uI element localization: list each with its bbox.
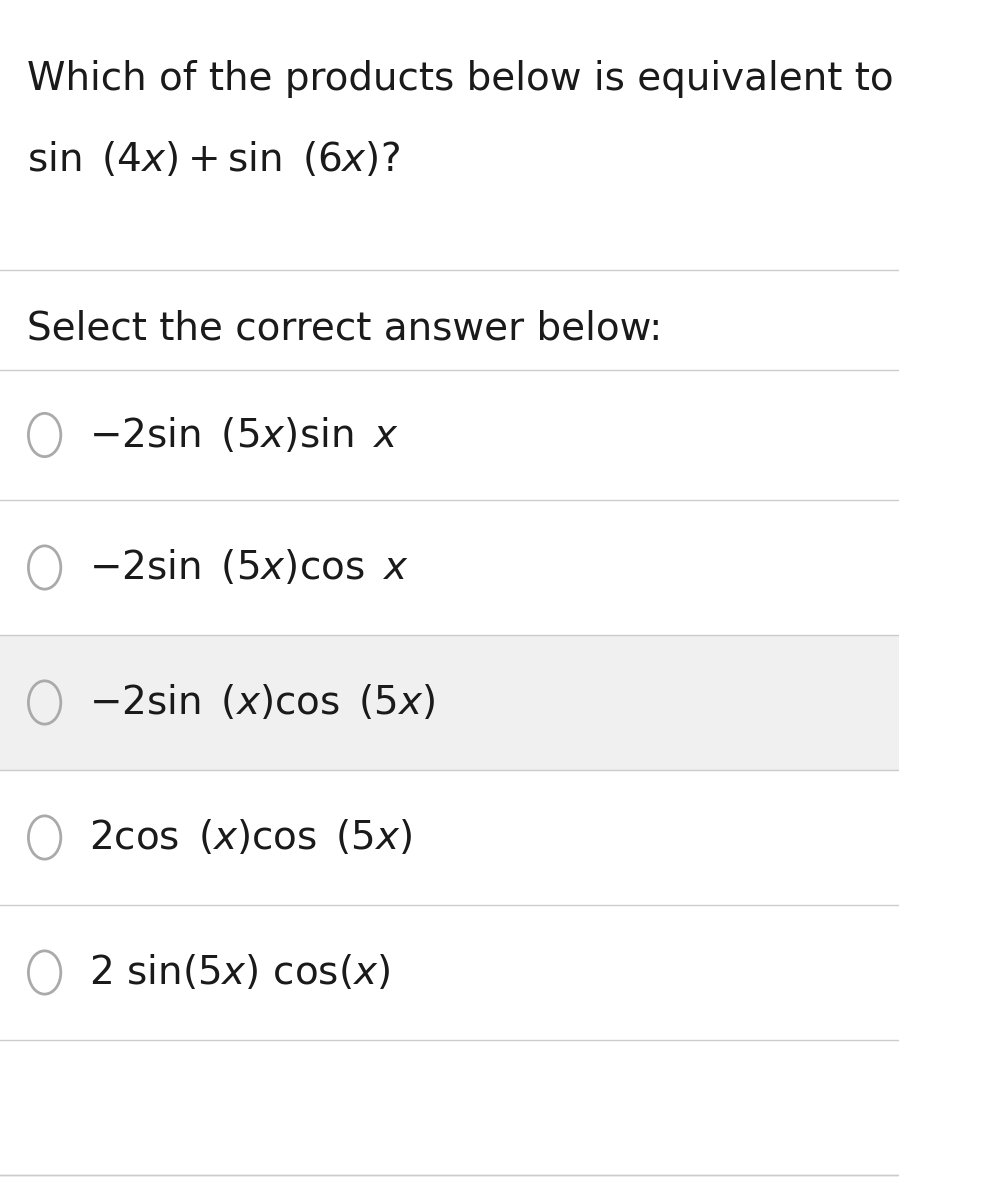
Text: $2\cos\ (x)\cos\ (5x)$: $2\cos\ (x)\cos\ (5x)$ [90, 819, 412, 857]
Text: Which of the products below is equivalent to: Which of the products below is equivalen… [27, 60, 893, 99]
Text: $-2\sin\ (5x)\sin\ x$: $-2\sin\ (5x)\sin\ x$ [90, 416, 399, 454]
Text: $-2\sin\ (x)\cos\ (5x)$: $-2\sin\ (x)\cos\ (5x)$ [90, 683, 435, 722]
Text: Select the correct answer below:: Select the correct answer below: [27, 310, 662, 349]
FancyBboxPatch shape [0, 635, 899, 770]
Text: $2\ \sin(5x)\ \cos(x)$: $2\ \sin(5x)\ \cos(x)$ [90, 953, 390, 992]
Text: $\sin\ (4x) + \sin\ (6x)$?: $\sin\ (4x) + \sin\ (6x)$? [27, 139, 400, 179]
FancyBboxPatch shape [0, 500, 899, 635]
FancyBboxPatch shape [0, 905, 899, 1040]
Text: $-2\sin\ (5x)\cos\ x$: $-2\sin\ (5x)\cos\ x$ [90, 548, 409, 587]
FancyBboxPatch shape [0, 770, 899, 905]
FancyBboxPatch shape [0, 370, 899, 500]
